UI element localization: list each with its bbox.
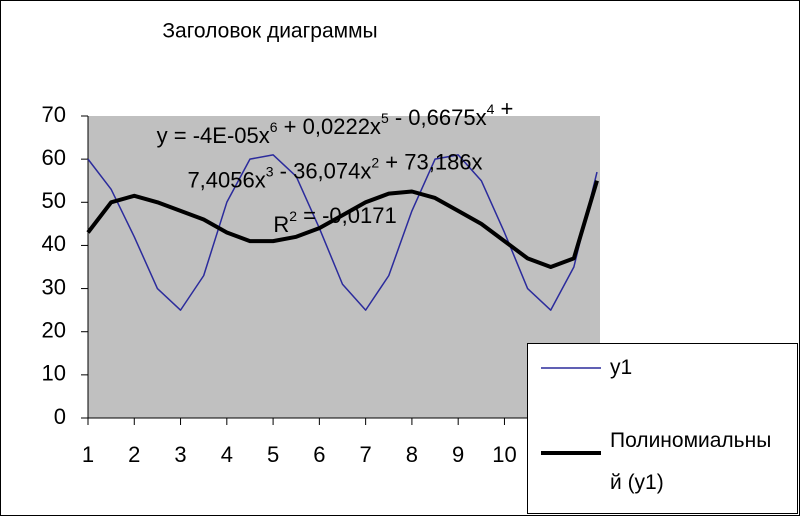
equation-text: - 36,074x	[274, 158, 372, 183]
y-tick-label: 70	[42, 102, 66, 127]
y-tick-label: 60	[42, 145, 66, 170]
superscript: 2	[371, 154, 379, 170]
equation-text: 7,4056x	[187, 167, 265, 192]
y-tick-label: 20	[42, 318, 66, 343]
x-tick-label: 2	[128, 442, 140, 467]
superscript: 2	[289, 208, 297, 224]
superscript: 4	[487, 101, 495, 117]
y-tick-label: 10	[42, 361, 66, 386]
equation-text: + 73,186x	[379, 149, 482, 174]
legend-label: Полиномиальный (y1)	[610, 429, 772, 494]
equation-text: + 0,0222x	[278, 114, 381, 139]
series-line	[86, 180, 599, 269]
plot-area	[88, 116, 600, 418]
equation-text: R	[273, 212, 289, 237]
y-tick-label: 0	[54, 404, 66, 429]
x-tick-label: 9	[452, 442, 464, 467]
x-tick-label: 10	[492, 442, 516, 467]
chart-title: Заголовок диаграммы	[162, 20, 377, 43]
legend-label: y1	[610, 356, 633, 379]
x-tick-label: 6	[313, 442, 325, 467]
legend-keys	[541, 367, 601, 455]
superscript: 6	[270, 119, 278, 135]
superscript: 5	[381, 110, 389, 126]
x-tick-label: 8	[406, 442, 418, 467]
series-line	[87, 154, 598, 311]
x-tick-label: 4	[221, 442, 233, 467]
equation-text: = -0,0171	[297, 203, 397, 228]
superscript: 3	[266, 163, 274, 179]
equation-text: - 0,6675x	[389, 105, 487, 130]
legend: y1 Полиномиальный (y1)	[527, 343, 798, 514]
y-tick-label: 30	[42, 274, 66, 299]
x-tick-label: 1	[82, 442, 94, 467]
equation-text: y = -4E-05x	[157, 123, 270, 148]
equation-text: +	[494, 96, 513, 121]
x-tick-label: 3	[174, 442, 186, 467]
trendline-equation: 7,4056x3 - 36,074x2 + 73,186x	[187, 149, 482, 192]
trendline-equation: R2 = -0,0171	[273, 203, 396, 237]
x-tick-label: 7	[360, 442, 372, 467]
x-tick-label: 5	[267, 442, 279, 467]
trendline-equation: y = -4E-05x6 + 0,0222x5 - 0,6675x4 +	[157, 96, 514, 148]
y-tick-label: 50	[42, 188, 66, 213]
y-tick-label: 40	[42, 231, 66, 256]
